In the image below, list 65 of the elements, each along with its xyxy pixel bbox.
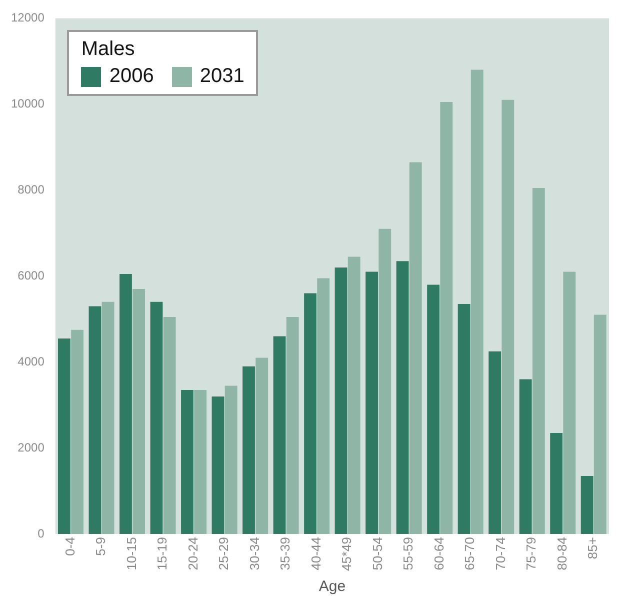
y-tick-label: 4000 [18, 354, 45, 368]
bar [181, 390, 194, 534]
x-tick-label: 70-74 [492, 537, 508, 570]
x-tick-label: 35-39 [278, 537, 293, 570]
bar [120, 274, 132, 534]
bar [458, 304, 470, 534]
legend-label: 2031 [200, 65, 244, 88]
x-tick-label: 15-19 [154, 537, 170, 570]
y-tick-label: 6000 [18, 268, 45, 282]
bar [396, 261, 409, 534]
y-tick-label: 0 [38, 526, 45, 540]
y-tick-label: 12000 [10, 10, 45, 25]
bar [304, 293, 316, 534]
bar [132, 289, 146, 534]
bar [88, 306, 102, 534]
bar [550, 433, 563, 534]
bar [470, 70, 484, 534]
x-tick-label: 65-70 [462, 537, 478, 570]
bar [317, 278, 330, 534]
bar [378, 228, 392, 534]
x-tick-label: 85+ [585, 537, 600, 560]
y-tick-label: 8000 [18, 182, 45, 196]
bar [348, 256, 360, 534]
bar [224, 386, 238, 534]
legend-label: 2006 [109, 65, 154, 88]
bar [366, 272, 378, 534]
bar [502, 100, 514, 534]
bar [334, 268, 348, 534]
bar [256, 358, 268, 534]
bar [409, 162, 422, 534]
bar [440, 102, 453, 534]
x-tick-label: 30-34 [246, 537, 262, 570]
bar [427, 284, 440, 534]
bar [102, 302, 114, 534]
y-tick-label: 10000 [10, 96, 45, 110]
bar [580, 476, 594, 534]
x-tick-label: 20-24 [185, 537, 200, 570]
x-tick-label: 25-29 [216, 537, 232, 570]
bar [488, 351, 502, 534]
x-tick-label: 5-9 [93, 537, 108, 556]
x-tick-label: 10-15 [124, 537, 139, 570]
bar [532, 188, 545, 534]
x-tick-label: 45*49 [339, 537, 354, 572]
bar [163, 316, 176, 534]
bar [563, 272, 576, 534]
bar [594, 314, 606, 534]
x-tick-label: 55-59 [400, 537, 416, 570]
x-axis-title: Age [318, 578, 346, 596]
bar [519, 379, 532, 534]
x-tick-label: 40-44 [308, 537, 324, 570]
bar [212, 396, 224, 534]
bar [286, 316, 299, 534]
x-tick-label: 50-54 [370, 537, 385, 570]
bar [242, 366, 255, 534]
bar [273, 336, 286, 534]
y-tick-label: 2000 [18, 440, 45, 454]
x-tick-label: 75-79 [524, 537, 539, 570]
bar [194, 390, 207, 534]
bar [150, 302, 163, 534]
legend-title: Males [81, 38, 136, 62]
x-tick-label: 0-4 [62, 537, 78, 556]
x-tick-label: 80-84 [554, 537, 570, 570]
bar [71, 330, 84, 534]
x-tick-label: 60-64 [431, 537, 446, 570]
bar [58, 338, 70, 534]
